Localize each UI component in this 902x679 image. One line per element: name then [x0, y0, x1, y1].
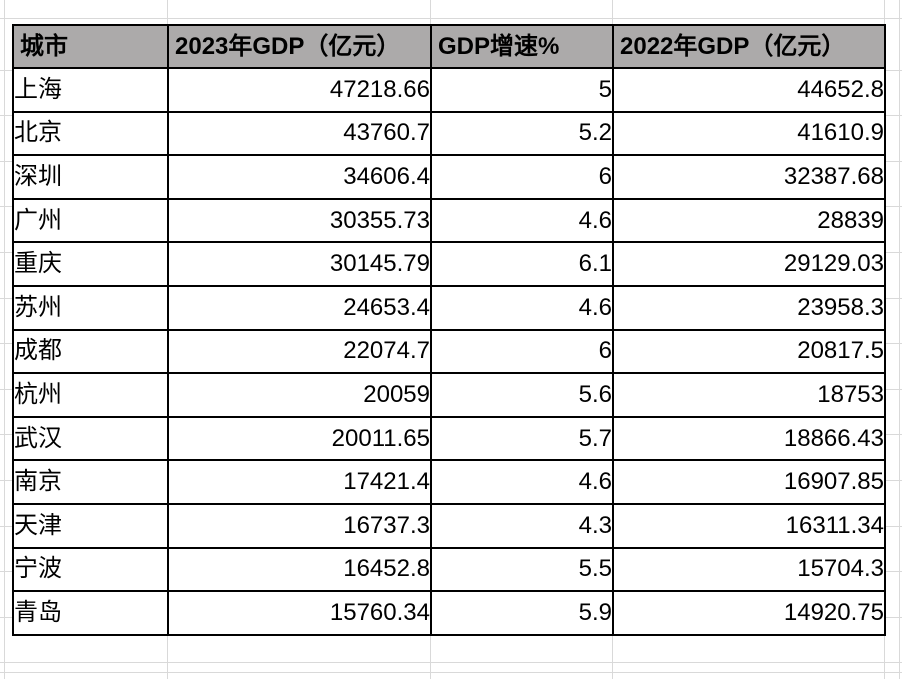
table-row: 苏州 24653.4 4.6 23958.3 — [12, 284, 886, 331]
cell-growth[interactable]: 5.5 — [430, 546, 614, 593]
cell-gdp-2023[interactable]: 20059 — [167, 372, 432, 418]
cell-growth[interactable]: 4.6 — [430, 197, 614, 244]
cell-city[interactable]: 天津 — [12, 502, 169, 549]
gdp-table: 城市 2023年GDP（亿元） GDP增速% 2022年GDP（亿元） 上海 47… — [12, 24, 886, 636]
header-cell-gdp-2022[interactable]: 2022年GDP（亿元） — [612, 24, 886, 69]
cell-gdp-2022[interactable]: 14920.75 — [612, 590, 886, 636]
table-row: 武汉 20011.65 5.7 18866.43 — [12, 415, 886, 462]
cell-gdp-2023[interactable]: 22074.7 — [167, 328, 432, 375]
header-cell-growth[interactable]: GDP增速% — [430, 24, 614, 69]
cell-growth[interactable]: 5.9 — [430, 590, 614, 636]
cell-gdp-2022[interactable]: 41610.9 — [612, 110, 886, 157]
cell-growth[interactable]: 4.6 — [430, 284, 614, 331]
cell-city[interactable]: 宁波 — [12, 546, 169, 593]
faint-gridline-horizontal — [0, 17, 902, 19]
cell-gdp-2022[interactable]: 16311.34 — [612, 502, 886, 549]
cell-gdp-2023[interactable]: 17421.4 — [167, 459, 432, 505]
cell-gdp-2023[interactable]: 43760.7 — [167, 110, 432, 157]
cell-gdp-2023[interactable]: 16452.8 — [167, 546, 432, 593]
cell-gdp-2022[interactable]: 20817.5 — [612, 328, 886, 375]
cell-gdp-2023[interactable]: 20011.65 — [167, 415, 432, 462]
cell-gdp-2022[interactable]: 29129.03 — [612, 241, 886, 287]
cell-city[interactable]: 深圳 — [12, 154, 169, 200]
cell-growth[interactable]: 4.3 — [430, 502, 614, 549]
header-cell-gdp-2023[interactable]: 2023年GDP（亿元） — [167, 24, 432, 69]
cell-gdp-2022[interactable]: 16907.85 — [612, 459, 886, 505]
cell-growth[interactable]: 5.2 — [430, 110, 614, 157]
cell-gdp-2022[interactable]: 44652.8 — [612, 67, 886, 113]
table-row: 杭州 20059 5.6 18753 — [12, 372, 886, 418]
table-row: 青岛 15760.34 5.9 14920.75 — [12, 590, 886, 636]
cell-gdp-2022[interactable]: 28839 — [612, 197, 886, 244]
cell-city[interactable]: 成都 — [12, 328, 169, 375]
cell-gdp-2023[interactable]: 47218.66 — [167, 67, 432, 113]
faint-gridline-horizontal — [0, 671, 902, 673]
cell-growth[interactable]: 6 — [430, 154, 614, 200]
table-row: 天津 16737.3 4.3 16311.34 — [12, 502, 886, 549]
faint-gridline-horizontal — [0, 662, 902, 664]
cell-city[interactable]: 重庆 — [12, 241, 169, 287]
cell-gdp-2023[interactable]: 30145.79 — [167, 241, 432, 287]
cell-city[interactable]: 广州 — [12, 197, 169, 244]
cell-growth[interactable]: 5.6 — [430, 372, 614, 418]
header-cell-city[interactable]: 城市 — [12, 24, 169, 69]
cell-gdp-2022[interactable]: 32387.68 — [612, 154, 886, 200]
cell-city[interactable]: 武汉 — [12, 415, 169, 462]
cell-growth[interactable]: 6 — [430, 328, 614, 375]
cell-gdp-2023[interactable]: 30355.73 — [167, 197, 432, 244]
cell-city[interactable]: 青岛 — [12, 590, 169, 636]
table-row: 重庆 30145.79 6.1 29129.03 — [12, 241, 886, 287]
table-row: 北京 43760.7 5.2 41610.9 — [12, 110, 886, 157]
faint-gridline-vertical — [4, 0, 5, 679]
table-row: 广州 30355.73 4.6 28839 — [12, 197, 886, 244]
cell-city[interactable]: 南京 — [12, 459, 169, 505]
cell-gdp-2022[interactable]: 18866.43 — [612, 415, 886, 462]
cell-growth[interactable]: 5 — [430, 67, 614, 113]
table-row: 成都 22074.7 6 20817.5 — [12, 328, 886, 375]
cell-gdp-2022[interactable]: 18753 — [612, 372, 886, 418]
cell-gdp-2022[interactable]: 15704.3 — [612, 546, 886, 593]
cell-city[interactable]: 上海 — [12, 67, 169, 113]
cell-gdp-2023[interactable]: 24653.4 — [167, 284, 432, 331]
cell-gdp-2023[interactable]: 16737.3 — [167, 502, 432, 549]
table-row: 宁波 16452.8 5.5 15704.3 — [12, 546, 886, 593]
cell-gdp-2022[interactable]: 23958.3 — [612, 284, 886, 331]
table-row: 上海 47218.66 5 44652.8 — [12, 67, 886, 113]
table-row: 深圳 34606.4 6 32387.68 — [12, 154, 886, 200]
table-body: 上海 47218.66 5 44652.8 北京 43760.7 5.2 41610.9 深圳 3… — [12, 67, 886, 636]
cell-city[interactable]: 北京 — [12, 110, 169, 157]
header-row: 城市 2023年GDP（亿元） GDP增速% 2022年GDP（亿元） — [12, 24, 886, 69]
cell-city[interactable]: 苏州 — [12, 284, 169, 331]
cell-growth[interactable]: 5.7 — [430, 415, 614, 462]
cell-city[interactable]: 杭州 — [12, 372, 169, 418]
table-row: 南京 17421.4 4.6 16907.85 — [12, 459, 886, 505]
cell-gdp-2023[interactable]: 34606.4 — [167, 154, 432, 200]
cell-growth[interactable]: 6.1 — [430, 241, 614, 287]
cell-gdp-2023[interactable]: 15760.34 — [167, 590, 432, 636]
faint-gridline-vertical — [899, 0, 900, 679]
cell-growth[interactable]: 4.6 — [430, 459, 614, 505]
